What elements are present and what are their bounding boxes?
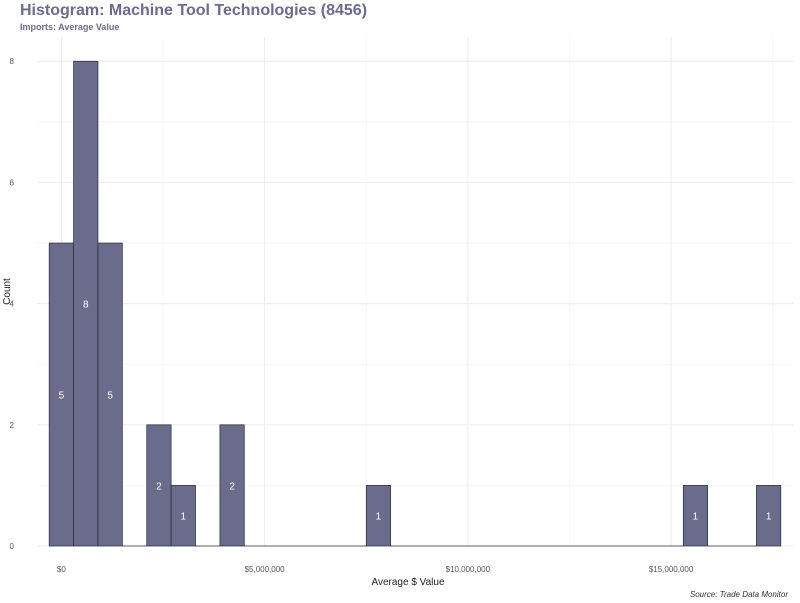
bar-count-label: 8 [83, 300, 89, 311]
histogram-bar [146, 424, 172, 547]
bar-count-label: 2 [229, 481, 235, 492]
histogram-bar [756, 485, 782, 547]
source-caption: Source: Trade Data Monitor [689, 590, 788, 599]
bar-count-label: 5 [59, 391, 65, 402]
histogram-bar [682, 485, 708, 547]
x-tick-label: $5,000,000 [245, 565, 286, 574]
y-axis-title: Count [2, 278, 13, 305]
chart-title: Histogram: Machine Tool Technologies (84… [20, 2, 368, 19]
x-tick-label: $15,000,000 [649, 565, 694, 574]
y-tick-label: 6 [10, 178, 15, 187]
bar-count-label: 5 [107, 391, 113, 402]
bar-count-label: 1 [766, 512, 772, 523]
bar-count-label: 1 [376, 512, 382, 523]
chart-subtitle: Imports: Average Value [20, 22, 120, 32]
y-tick-label: 8 [10, 57, 15, 66]
histogram-bar [97, 242, 123, 547]
y-tick-label: 2 [10, 421, 15, 430]
x-tick-label: $0 [57, 565, 66, 574]
bar-count-label: 2 [156, 481, 162, 492]
histogram-bar [73, 60, 99, 547]
histogram-bar [365, 485, 391, 547]
y-tick-label: 0 [10, 542, 15, 551]
y-tick-label: 4 [10, 300, 15, 309]
bar-count-label: 1 [693, 512, 699, 523]
bar-count-label: 1 [181, 512, 187, 523]
histogram-bar [219, 424, 245, 547]
x-tick-label: $10,000,000 [446, 565, 491, 574]
x-axis-title: Average $ Value [371, 577, 444, 588]
histogram-bar [170, 485, 196, 547]
